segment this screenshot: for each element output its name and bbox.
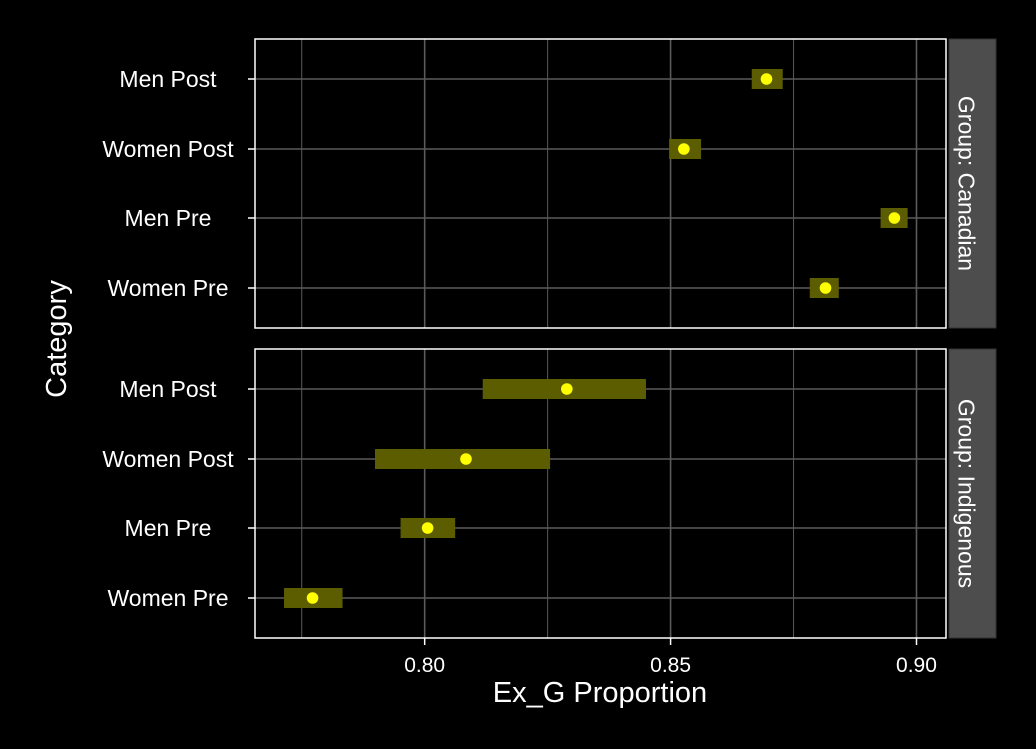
panel-border	[254, 38, 947, 329]
facet-strip-label: Group: Canadian	[953, 96, 979, 271]
data-point	[678, 143, 690, 155]
x-tick-label: 0.90	[896, 654, 937, 677]
panel-border	[254, 348, 947, 639]
x-tick-label: 0.85	[650, 654, 691, 677]
x-tick-label: 0.80	[404, 654, 445, 677]
facet-panel-1: Group: Indigenous	[254, 348, 997, 639]
y-axis-title: Category	[41, 280, 73, 398]
y-tick-label: Men Post	[119, 376, 217, 402]
data-point	[888, 212, 901, 224]
facet-strip	[948, 348, 997, 639]
y-tick-label: Women Post	[102, 136, 234, 162]
y-tick-label: Women Pre	[107, 585, 228, 611]
data-point	[421, 522, 434, 534]
facet-panel-0: Group: Canadian	[254, 38, 997, 329]
data-point	[460, 453, 472, 465]
y-tick-label: Women Pre	[107, 275, 228, 301]
x-axis-title: Ex_G Proportion	[493, 677, 707, 709]
facet-strip	[948, 38, 997, 329]
y-tick-label: Men Pre	[125, 205, 212, 231]
panel-area	[255, 39, 946, 328]
data-point	[306, 592, 319, 604]
facet-strip-label: Group: Indigenous	[953, 399, 979, 588]
axes: Men Post Women Post Men Pre Women Pre Men Po…	[102, 66, 937, 677]
y-tick-label: Men Pre	[125, 515, 212, 541]
facet-panels: Group: Canadian Group: Indigenous	[254, 38, 997, 639]
data-point	[819, 282, 832, 294]
data-point	[561, 383, 573, 395]
y-tick-label: Women Post	[102, 446, 234, 472]
y-tick-label: Men Post	[119, 66, 217, 92]
data-point	[760, 73, 773, 85]
